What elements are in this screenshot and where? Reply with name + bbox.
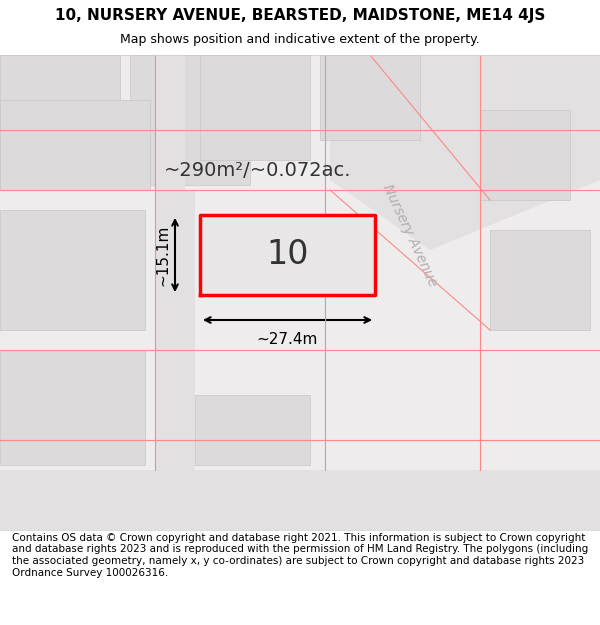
Text: Nursery Avenue: Nursery Avenue — [380, 182, 440, 288]
Polygon shape — [0, 470, 600, 530]
Polygon shape — [130, 55, 250, 185]
Text: ~27.4m: ~27.4m — [257, 332, 318, 347]
Polygon shape — [0, 55, 600, 530]
Polygon shape — [200, 55, 310, 160]
Polygon shape — [480, 110, 570, 200]
Text: Map shows position and indicative extent of the property.: Map shows position and indicative extent… — [120, 33, 480, 46]
Polygon shape — [330, 55, 600, 250]
Text: ~15.1m: ~15.1m — [155, 224, 170, 286]
Polygon shape — [0, 350, 145, 465]
Polygon shape — [0, 55, 120, 190]
Polygon shape — [155, 190, 195, 470]
Text: ~290m²/~0.072ac.: ~290m²/~0.072ac. — [164, 161, 351, 179]
Polygon shape — [0, 210, 145, 330]
Polygon shape — [320, 55, 420, 140]
Text: 10: 10 — [266, 239, 309, 271]
Polygon shape — [200, 215, 375, 295]
Polygon shape — [155, 55, 185, 530]
Text: Contains OS data © Crown copyright and database right 2021. This information is : Contains OS data © Crown copyright and d… — [12, 533, 588, 578]
Text: 10, NURSERY AVENUE, BEARSTED, MAIDSTONE, ME14 4JS: 10, NURSERY AVENUE, BEARSTED, MAIDSTONE,… — [55, 8, 545, 23]
Polygon shape — [0, 100, 150, 190]
Polygon shape — [195, 395, 310, 465]
Polygon shape — [490, 230, 590, 330]
